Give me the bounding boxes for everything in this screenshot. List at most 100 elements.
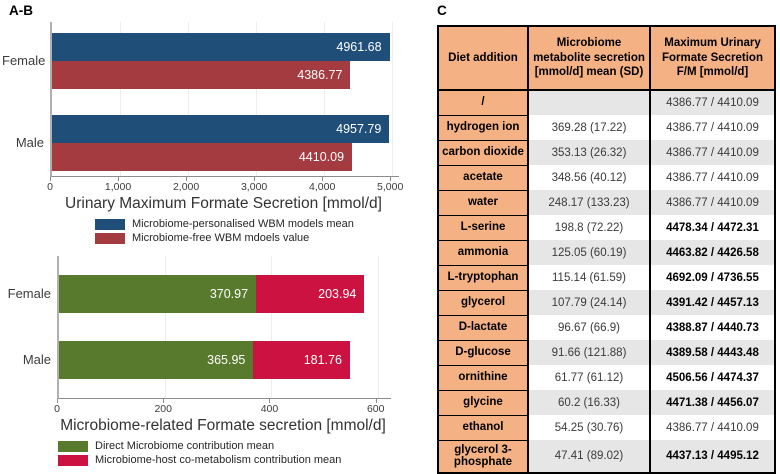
- diet-cell: glycerol 3-phosphate: [437, 439, 529, 473]
- secretion-cell: 353.13 (26.32): [528, 140, 651, 165]
- legend-label: Microbiome-personalised WBM models mean: [132, 218, 354, 230]
- value-label: 4410.09: [298, 150, 345, 164]
- legend-swatch: [58, 440, 88, 452]
- secretion-cell: 96.67 (66.9): [528, 315, 651, 340]
- diet-cell: water: [437, 189, 529, 215]
- secretion-cell: 47.41 (89.02): [528, 440, 651, 473]
- secretion-cell: 54.25 (30.76): [528, 415, 651, 440]
- legend-label: Direct Microbiome contribution mean: [95, 440, 275, 452]
- gridline: [165, 256, 167, 398]
- legend: Direct Microbiome contribution mean Micro…: [58, 440, 430, 466]
- value-label: 4386.77: [297, 68, 343, 82]
- plot-area: 370.97 203.94 Female 365.95 181.76 Male: [8, 256, 391, 399]
- category-label-female: Female: [7, 286, 51, 301]
- x-axis-title: Urinary Maximum Formate Secretion [mmol/…: [65, 195, 382, 212]
- formate-cell: 4391.42 / 4457.13: [650, 290, 775, 315]
- table-row: ethanol 54.25 (30.76) 4386.77 / 4410.09: [437, 414, 775, 440]
- axis-tick: [254, 177, 256, 181]
- value-label: 365.95: [207, 353, 246, 367]
- axis-tick-label: 2,000: [172, 181, 200, 193]
- x-axis-title: Microbiome-related Formate secretion [mm…: [60, 417, 386, 434]
- header-diet-addition: Diet addition: [437, 25, 529, 91]
- diet-cell: glycine: [437, 389, 529, 415]
- plot-area: 4961.68 4386.77 Female 4957.79 4410.09 Male: [2, 22, 399, 177]
- formate-cell: 4692.09 / 4736.55: [650, 265, 775, 290]
- formate-cell: 4471.38 / 4456.07: [650, 390, 775, 415]
- axis-tick-label: 4,000: [309, 181, 336, 193]
- formate-cell: 4463.82 / 4426.58: [650, 240, 775, 265]
- bar-male-series0: [52, 115, 390, 143]
- table-row: glycerol 107.79 (24.14) 4391.42 / 4457.13: [437, 289, 775, 315]
- legend-swatch: [95, 232, 125, 244]
- gridline: [271, 256, 273, 398]
- legend-swatch: [58, 454, 88, 466]
- secretion-cell: 348.56 (40.12): [528, 165, 651, 190]
- secretion-cell: 369.28 (17.22): [528, 115, 651, 140]
- axis-tick-label: 0: [54, 403, 60, 415]
- table-row: L-serine 198.8 (72.22) 4478.34 / 4472.31: [437, 214, 775, 240]
- header-formate-secretion: Maximum Urinary Formate Secretion F/M [m…: [649, 25, 776, 91]
- formate-cell: 4386.77 / 4410.09: [650, 115, 775, 140]
- segment-female-series0: [59, 275, 257, 313]
- bar-male-series1: [52, 143, 353, 171]
- value-label: 181.76: [303, 353, 342, 367]
- secretion-cell: 91.66 (121.88): [528, 340, 651, 365]
- secretion-cell: 107.79 (24.14): [528, 290, 651, 315]
- axis-tick-label: 5,000: [377, 181, 404, 193]
- secretion-cell: 61.77 (61.12): [528, 365, 651, 390]
- axis-tick-label: 1,000: [104, 181, 132, 193]
- table-row: D-lactate 96.67 (66.9) 4388.87 / 4440.73: [437, 314, 775, 340]
- category-label-male: Male: [22, 352, 51, 367]
- table-row: carbon dioxide 353.13 (26.32) 4386.77 / 44…: [437, 139, 775, 165]
- legend-item: Microbiome-host co-metabolism contributi…: [58, 454, 430, 466]
- x-axis: 0 1,000 2,000 3,000 4,000 5,000: [47, 177, 403, 194]
- header-metabolite-secretion: Microbiome metabolite secretion [mmol/d]…: [527, 25, 651, 91]
- bar-female-series1: [52, 61, 351, 89]
- secretion-cell: [528, 90, 651, 115]
- panel-c-label: C: [437, 3, 447, 18]
- formate-cell: 4478.34 / 4472.31: [650, 215, 775, 240]
- legend: Microbiome-personalised WBM models mean M…: [95, 218, 430, 244]
- axis-tick: [269, 399, 271, 403]
- formate-cell: 4386.77 / 4410.09: [650, 90, 775, 115]
- diet-cell: ethanol: [437, 414, 529, 440]
- secretion-cell: 115.14 (61.59): [528, 265, 651, 290]
- urinary-formate-chart: 4961.68 4386.77 Female 4957.79 4410.09 Male 0 1…: [0, 22, 430, 246]
- legend-item: Microbiome-personalised WBM models mean: [95, 218, 430, 230]
- secretion-cell: 248.17 (133.23): [528, 190, 651, 215]
- diet-cell: /: [437, 89, 529, 115]
- segment-male-series1: [253, 341, 350, 379]
- table-row: / 4386.77 / 4410.09: [437, 89, 775, 115]
- axis-tick: [375, 399, 377, 403]
- table-row: D-glucose 91.66 (121.88) 4389.58 / 4443.48: [437, 339, 775, 365]
- formate-cell: 4386.77 / 4410.09: [650, 190, 775, 215]
- diet-cell: D-lactate: [437, 314, 529, 340]
- table-row: L-tryptophan 115.14 (61.59) 4692.09 / 4736…: [437, 264, 775, 290]
- gridline: [256, 22, 258, 176]
- category-label-female: Female: [2, 53, 46, 68]
- axis-tick-label: 200: [154, 403, 172, 415]
- gridline: [120, 22, 122, 176]
- axis-tick: [57, 399, 58, 403]
- secretion-cell: 125.05 (60.19): [528, 240, 651, 265]
- formate-cell: 4437.13 / 4495.12: [650, 440, 775, 473]
- formate-cell: 4506.56 / 4474.37: [650, 365, 775, 390]
- diet-cell: ammonia: [437, 239, 529, 265]
- legend-label: Microbiome-free WBM mdoels value: [132, 232, 310, 244]
- axis-tick: [322, 177, 324, 181]
- category-label-male: Male: [15, 135, 44, 150]
- diet-cell: ornithine: [437, 364, 529, 390]
- secretion-cell: 198.8 (72.22): [528, 215, 651, 240]
- table-row: ammonia 125.05 (60.19) 4463.82 / 4426.58: [437, 239, 775, 265]
- formate-cell: 4389.58 / 4443.48: [650, 340, 775, 365]
- axis-tick-label: 3,000: [240, 181, 268, 193]
- table-row: water 248.17 (133.23) 4386.77 / 4410.09: [437, 189, 775, 215]
- legend-label: Microbiome-host co-metabolism contributi…: [95, 454, 342, 466]
- legend-item: Microbiome-free WBM mdoels value: [95, 232, 430, 244]
- axis-tick: [390, 177, 392, 181]
- x-axis: 0 200 400 600: [54, 399, 389, 416]
- axis-tick: [186, 177, 188, 181]
- table-row: hydrogen ion 369.28 (17.22) 4386.77 / 4410…: [437, 114, 775, 140]
- axis-tick-label: 600: [366, 403, 385, 415]
